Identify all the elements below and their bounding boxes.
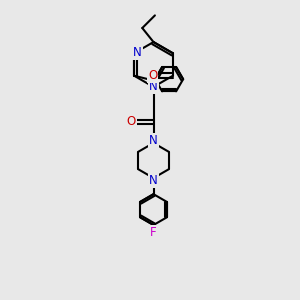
Text: O: O bbox=[148, 69, 157, 82]
Text: F: F bbox=[150, 226, 157, 238]
Text: N: N bbox=[133, 46, 142, 59]
Text: N: N bbox=[149, 134, 158, 147]
Text: N: N bbox=[149, 174, 158, 187]
Text: O: O bbox=[126, 116, 136, 128]
Text: N: N bbox=[149, 80, 158, 93]
